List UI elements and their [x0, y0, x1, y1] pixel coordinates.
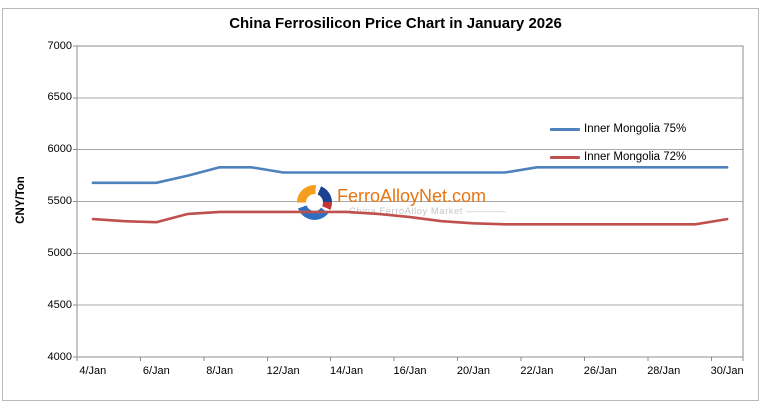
y-axis-title: CNY/Ton — [15, 176, 27, 224]
x-tick-label: 20/Jan — [456, 365, 490, 377]
y-tick-label: 6000 — [47, 143, 72, 156]
x-tick-label: 8/Jan — [206, 365, 234, 377]
x-tick-label: 16/Jan — [393, 365, 427, 377]
legend-line-sample-72 — [550, 155, 580, 159]
x-tick-label: 26/Jan — [583, 365, 617, 377]
legend-label-72: Inner Mongolia 72% — [584, 151, 687, 163]
x-tick-label: 30/Jan — [710, 365, 744, 377]
y-tick-label: 7000 — [47, 39, 72, 52]
x-tick-label: 22/Jan — [520, 365, 554, 377]
legend-entry-72: Inner Mongolia 72% — [550, 150, 686, 164]
legend-entry-75: Inner Mongolia 75% — [550, 122, 686, 136]
y-tick-label: 5500 — [47, 195, 72, 207]
legend-line-sample-75 — [550, 127, 580, 131]
legend: Inner Mongolia 75% Inner Mongolia 72% — [550, 122, 686, 178]
chart-frame — [2, 8, 759, 401]
y-tick-label: 6500 — [47, 91, 72, 104]
x-tick-label: 12/Jan — [266, 365, 300, 377]
chart-title: China Ferrosilicon Price Chart in Januar… — [229, 15, 562, 32]
legend-label-75: Inner Mongolia 75% — [584, 123, 687, 135]
y-tick-label: 5000 — [47, 246, 72, 259]
x-tick-label: 4/Jan — [79, 365, 107, 377]
x-tick-label: 28/Jan — [647, 365, 681, 377]
y-tick-label: 4500 — [47, 298, 72, 311]
x-tick-label: 6/Jan — [142, 365, 170, 377]
x-tick-label: 14/Jan — [330, 365, 364, 377]
y-tick-label: 4000 — [47, 350, 72, 363]
